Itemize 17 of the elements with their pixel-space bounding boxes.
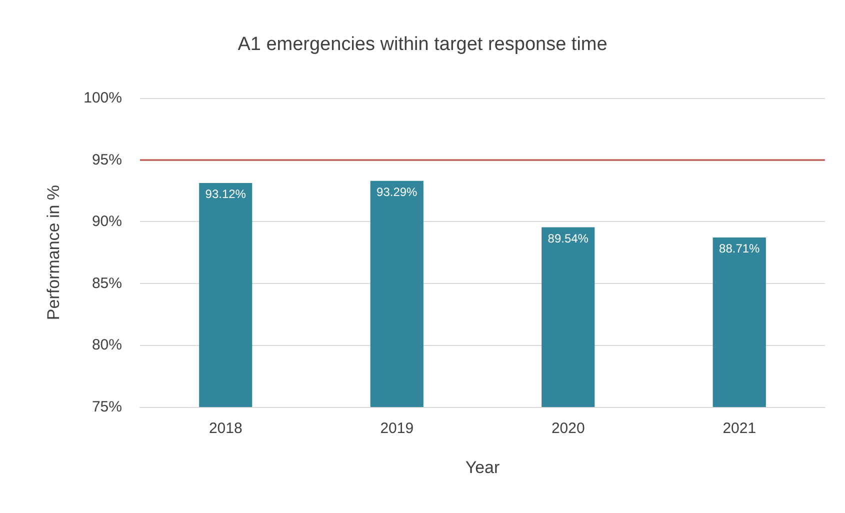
- data-label: 93.29%: [376, 184, 418, 199]
- y-axis-title: Performance in %: [44, 184, 63, 320]
- y-tick-label: 75%: [92, 398, 122, 416]
- data-label: 93.12%: [205, 187, 246, 202]
- y-tick-label: 85%: [92, 274, 122, 292]
- y-tick-label: 100%: [84, 90, 122, 106]
- x-axis-title: Year: [465, 458, 500, 477]
- y-tick-label: 80%: [92, 336, 122, 354]
- x-tick-label: 2020: [551, 420, 585, 437]
- y-tick-label: 90%: [92, 213, 122, 230]
- x-tick-label: 2018: [208, 420, 242, 437]
- data-label: 89.54%: [548, 231, 589, 246]
- x-tick-label: 2019: [380, 420, 414, 437]
- data-label: 88.71%: [719, 242, 760, 256]
- y-tick-label: 95%: [92, 151, 122, 168]
- chart-title: A1 emergencies within target response time: [238, 34, 608, 55]
- x-tick-label: 2021: [722, 420, 756, 437]
